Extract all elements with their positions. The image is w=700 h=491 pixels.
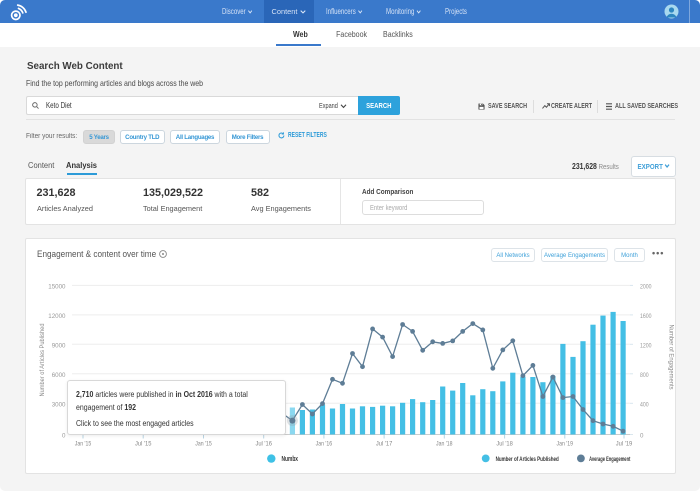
svg-text:Number of Articles Published: Number of Articles Published bbox=[496, 456, 559, 463]
svg-text:3000: 3000 bbox=[52, 401, 66, 408]
svg-text:Number of Engagements: Number of Engagements bbox=[668, 325, 675, 390]
svg-text:Jan '19: Jan '19 bbox=[557, 440, 574, 447]
svg-text:Numbx: Numbx bbox=[282, 456, 299, 463]
svg-text:Jul '16: Jul '16 bbox=[255, 440, 272, 447]
svg-text:Number of Articles Published: Number of Articles Published bbox=[39, 323, 46, 397]
svg-text:Jul '19: Jul '19 bbox=[616, 440, 633, 447]
svg-text:Jan '15: Jan '15 bbox=[195, 440, 212, 447]
svg-text:800: 800 bbox=[640, 372, 649, 379]
svg-text:Jan '18: Jan '18 bbox=[436, 440, 453, 447]
svg-text:2000: 2000 bbox=[640, 283, 652, 290]
svg-text:Jan '16: Jan '16 bbox=[316, 440, 333, 447]
svg-text:Jul '15: Jul '15 bbox=[135, 440, 152, 447]
svg-text:Jul '17: Jul '17 bbox=[376, 440, 393, 447]
svg-text:0: 0 bbox=[640, 433, 644, 440]
svg-text:15000: 15000 bbox=[48, 283, 66, 290]
svg-text:12000: 12000 bbox=[48, 313, 66, 320]
svg-text:1600: 1600 bbox=[640, 313, 652, 320]
svg-text:6000: 6000 bbox=[52, 372, 66, 379]
svg-text:1200: 1200 bbox=[640, 342, 652, 349]
svg-text:0: 0 bbox=[62, 433, 66, 440]
svg-text:Average Engagement: Average Engagement bbox=[589, 456, 631, 463]
svg-text:Jan '15: Jan '15 bbox=[75, 440, 92, 447]
svg-text:9000: 9000 bbox=[52, 342, 66, 349]
svg-text:400: 400 bbox=[640, 401, 649, 408]
svg-text:Jul '18: Jul '18 bbox=[496, 440, 513, 447]
